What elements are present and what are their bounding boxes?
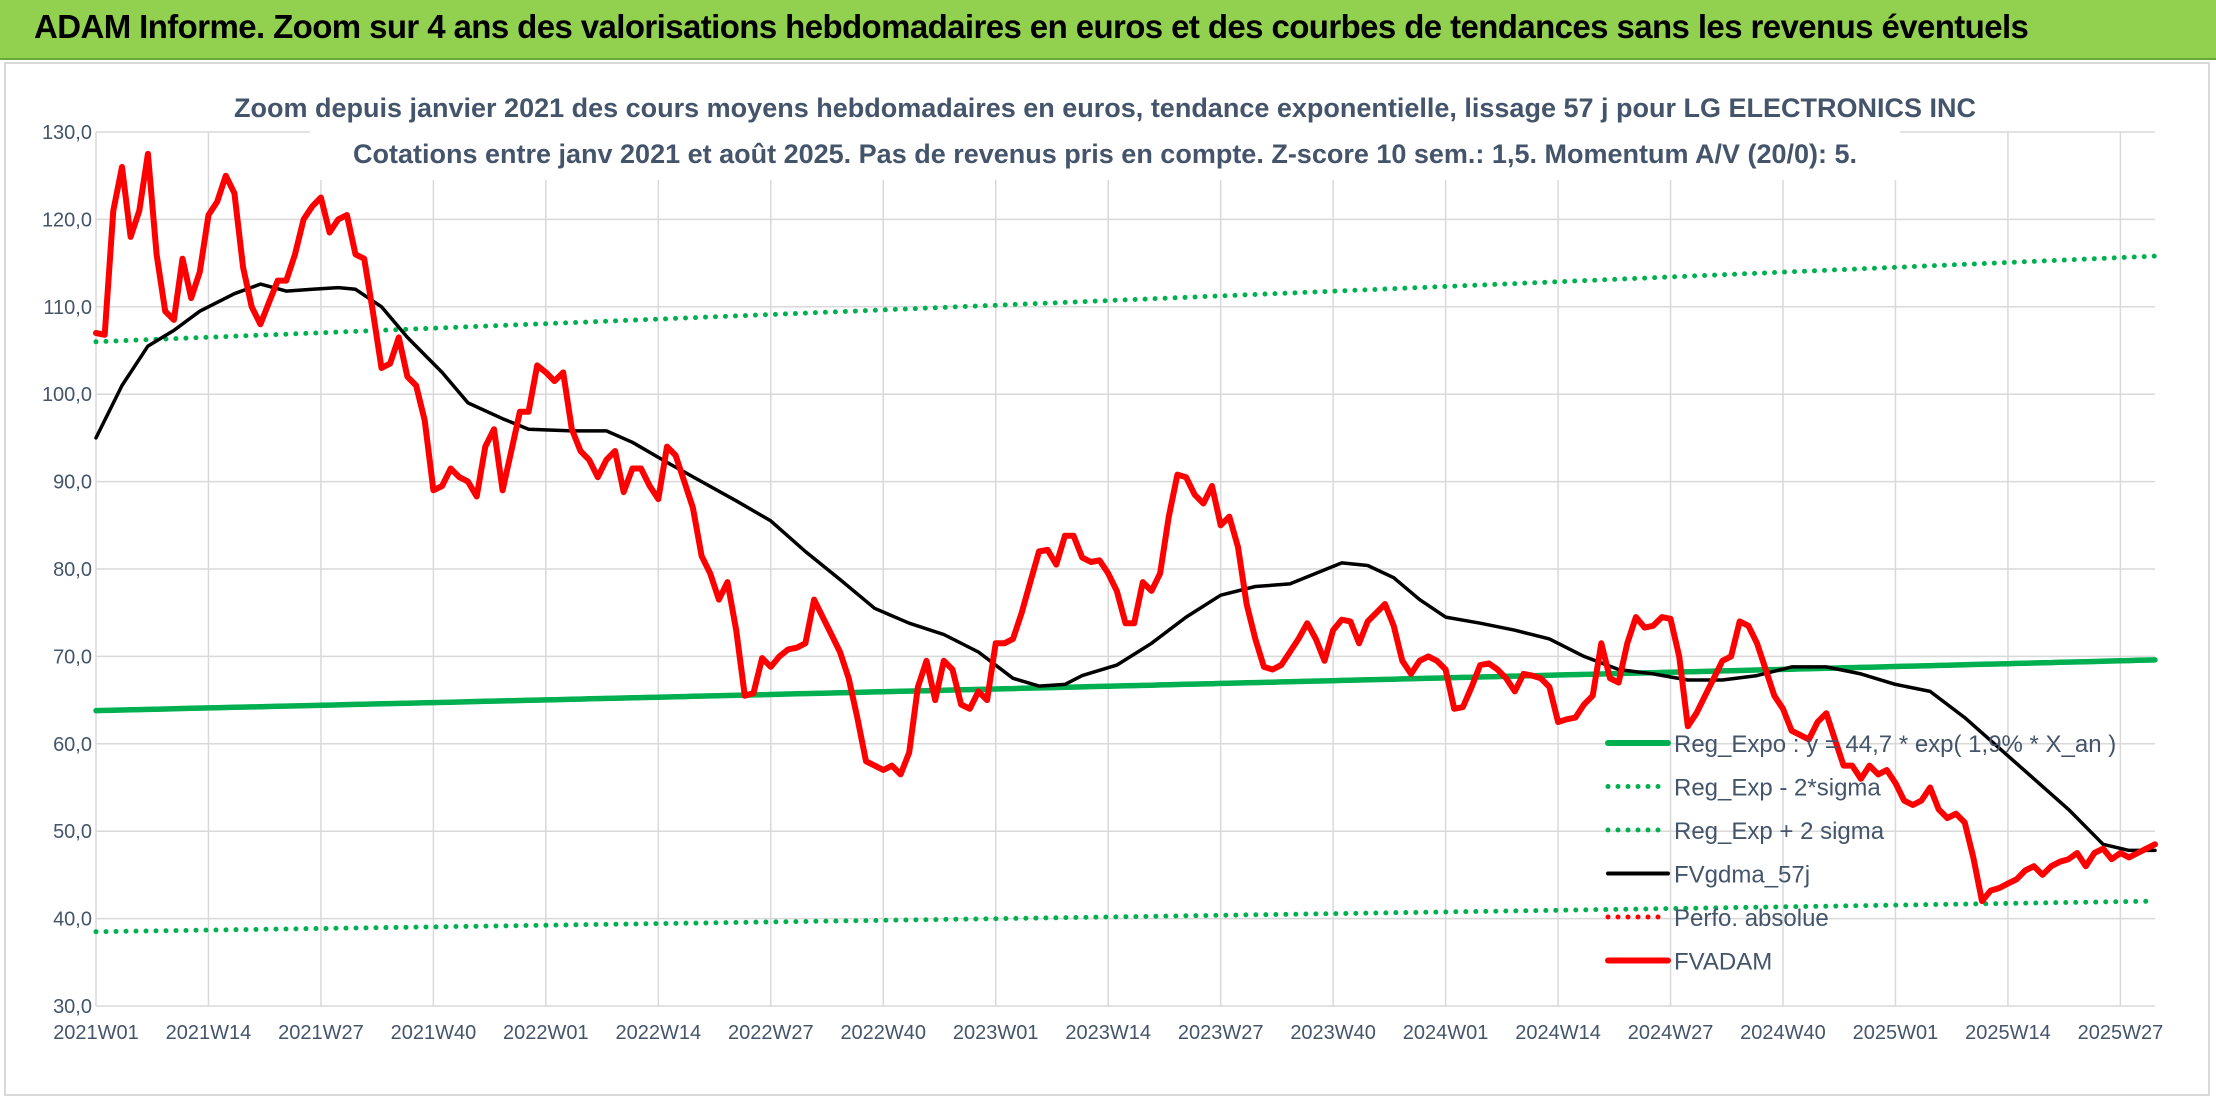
series-line-3 (94, 282, 2157, 853)
x-tick-label: 2023W27 (1178, 1022, 1264, 1044)
y-tick-label: 110,0 (43, 297, 92, 319)
series-line-5 (93, 150, 2158, 905)
x-tick-label: 2024W01 (1403, 1022, 1489, 1044)
y-tick-label: 130,0 (42, 122, 92, 144)
series-lines (93, 150, 2158, 935)
x-tick-label: 2022W14 (616, 1022, 702, 1044)
x-tick-label: 2021W14 (166, 1022, 252, 1044)
x-tick-label: 2024W27 (1628, 1022, 1714, 1044)
title-background (310, 84, 1900, 180)
y-tick-label: 30,0 (53, 996, 92, 1018)
x-tick-label: 2023W14 (1065, 1022, 1151, 1044)
legend-label: FVADAM (1674, 949, 1772, 976)
chart-frame (4, 62, 2210, 1096)
y-tick-label: 100,0 (42, 384, 92, 406)
y-tick-label: 50,0 (53, 821, 92, 843)
series-line-0 (93, 657, 2158, 714)
x-tick-label: 2024W14 (1515, 1022, 1601, 1044)
chart-title-line2: Cotations entre janv 2021 et août 2025. … (353, 139, 1857, 169)
legend: Reg_Expo : y = 44,7 * exp( 1,9% * X_an )… (1605, 731, 2116, 976)
y-tick-label: 80,0 (53, 559, 92, 581)
gridlines (95, 131, 2155, 1007)
x-tick-label: 2025W27 (2078, 1022, 2164, 1044)
legend-label: FVgdma_57j (1674, 862, 1810, 889)
x-tick-label: 2025W14 (1965, 1022, 2051, 1044)
y-tick-label: 60,0 (53, 734, 92, 756)
legend-label: Perfo. absolue (1674, 905, 1829, 932)
x-tick-label: 2024W40 (1740, 1022, 1826, 1044)
legend-label: Reg_Expo : y = 44,7 * exp( 1,9% * X_an ) (1674, 731, 2116, 758)
chart-title-line1: Zoom depuis janvier 2021 des cours moyen… (234, 93, 1976, 123)
x-tick-label: 2022W40 (840, 1022, 926, 1044)
y-axis-ticks: 30,0 40,0 50,0 60,0 70,0 80,0 90,0 100,0 110,0 12… (42, 122, 92, 1018)
x-tick-label: 2023W01 (953, 1022, 1039, 1044)
y-tick-label: 90,0 (53, 472, 92, 494)
legend-label: Reg_Exp + 2 sigma (1674, 818, 1885, 845)
y-tick-label: 40,0 (53, 909, 92, 931)
legend-label: Reg_Exp - 2*sigma (1674, 775, 1881, 802)
y-tick-label: 70,0 (53, 646, 92, 668)
report-banner: ADAM Informe. Zoom sur 4 ans des valoris… (0, 0, 2216, 60)
report-title: ADAM Informe. Zoom sur 4 ans des valoris… (34, 8, 2029, 45)
x-axis-ticks: 2021W01 2021W14 2021W27 2021W40 2022W01 2022W… (53, 1022, 2163, 1044)
series-line-2 (93, 253, 2158, 345)
x-tick-label: 2021W27 (278, 1022, 364, 1044)
series-line-1 (93, 898, 2158, 935)
y-tick-label: 120,0 (42, 209, 92, 231)
x-tick-label: 2025W01 (1853, 1022, 1939, 1044)
x-tick-label: 2022W27 (728, 1022, 814, 1044)
x-tick-label: 2021W01 (53, 1022, 139, 1044)
x-tick-label: 2021W40 (391, 1022, 477, 1044)
x-tick-label: 2023W40 (1290, 1022, 1376, 1044)
x-tick-label: 2022W01 (503, 1022, 589, 1044)
